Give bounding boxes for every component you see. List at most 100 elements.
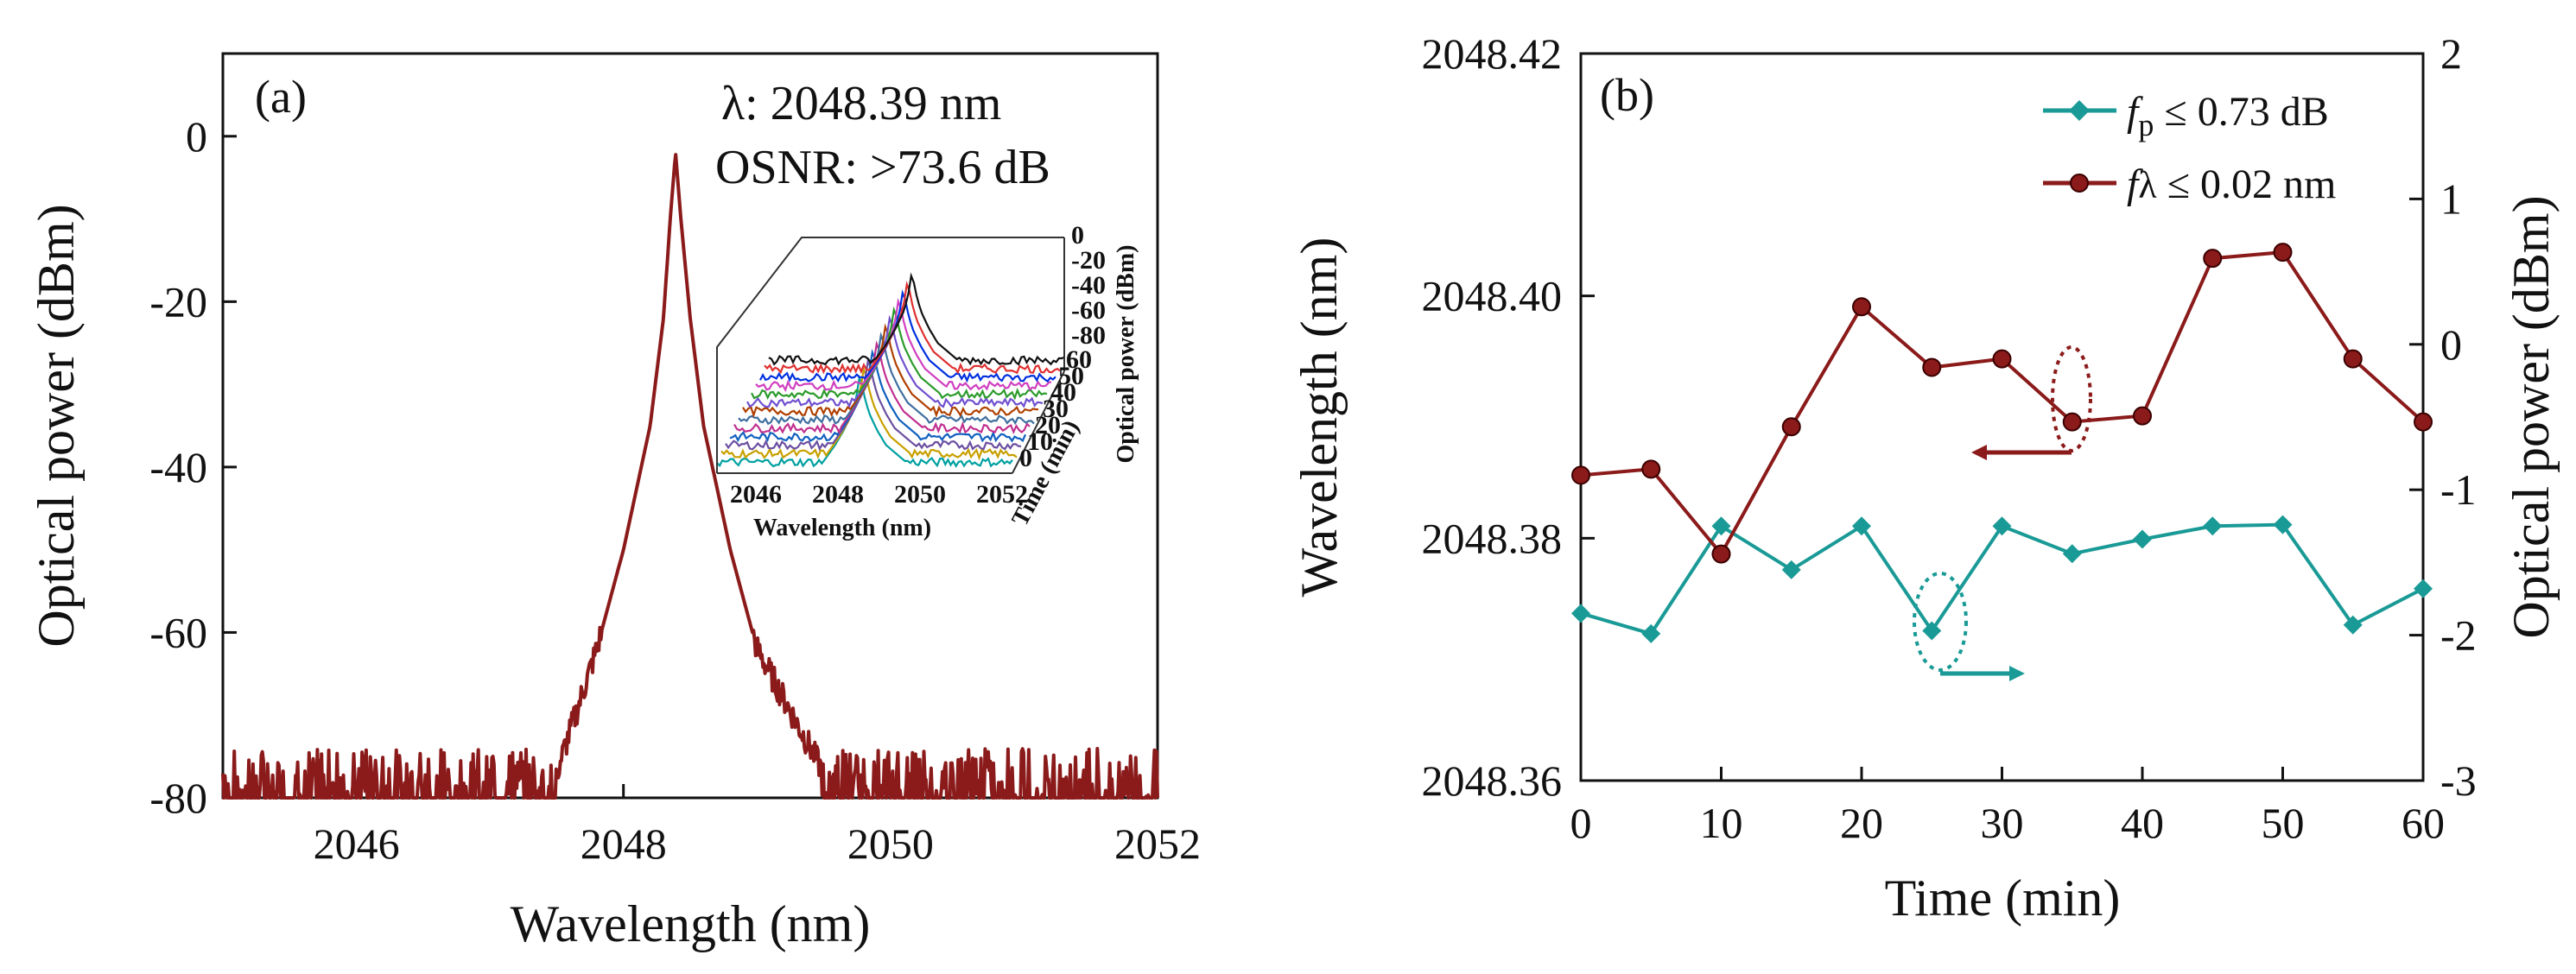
osnr-annotation: OSNR: >73.6 dB [715,141,1050,194]
panel-b-xtick-label: 10 [1700,799,1743,847]
inset-time-tick-label: 50 [1058,362,1084,390]
power-point [1781,560,1801,579]
panel-b-ytick-label-right: 0 [2440,320,2462,369]
inset-tick-labels: 2046 2048 2050 20520-20-40-60-8001020304050… [730,221,1106,509]
inset-time-tick-label: 0 [1019,444,1032,472]
panel-b-ytick-label-left: 2048.38 [1422,514,1563,562]
wavelength-arrowhead [1971,445,1987,460]
panel-b-ytick-label-left: 2048.36 [1422,756,1563,805]
inset-time-axis [1012,370,1065,474]
panel-a-xlabel: Wavelength (nm) [511,895,871,952]
power-arrowhead [2009,666,2025,681]
legend-item-power: fp ≤ 0.73 dB [2043,89,2329,142]
inset-trace [759,289,1056,383]
inset-ztick-label: -60 [1071,296,1106,325]
legend-power-subscript: p [2138,108,2154,142]
legend-power-text: ≤ 0.73 dB [2154,89,2328,135]
legend-wavelength-label: fλ ≤ 0.02 nm [2127,161,2336,207]
inset-xtick-label: 2052 [976,480,1028,509]
panel-a-label: (a) [255,71,307,123]
panel-a-xtick-label: 2052 [1114,819,1201,868]
power-point [1992,516,2012,536]
wavelength-series-line [1580,250,2425,558]
panel-a-ytick-label: -20 [149,277,207,326]
inset-trace [746,314,1044,408]
inset-trace [720,365,1018,461]
power-point [1571,604,1590,623]
panel-a-frame [221,52,1159,800]
wavelength-point [2203,249,2223,269]
inset-time-tick-label: 30 [1043,395,1069,423]
power-point [2062,544,2082,564]
power-point [2414,579,2433,598]
inset-trace [738,332,1035,426]
inset-ztick-label: -40 [1071,271,1106,300]
wavelength-point [2343,349,2363,369]
panel-a-xtick-label: 2048 [581,819,667,868]
inset-trace [755,297,1052,393]
panel-a-ylabel: Optical power (dBm) [28,204,85,647]
legend-wavelength-marker [2070,174,2089,193]
power-point [2203,516,2223,536]
panel-b-xtick-label: 60 [2402,799,2445,847]
wavelength-point [1781,417,1801,437]
power-point [1641,623,1661,643]
power-point [1852,516,1871,536]
inset-ztick-label: -80 [1071,321,1106,350]
inset-trace [725,357,1022,452]
panel-b-xtick-label: 0 [1570,799,1592,847]
panel-b-ytick-label-right: 1 [2440,174,2462,223]
power-point [1922,621,1942,641]
panel-b-ticks: 0 10 20 30 40 50 602048.362048.382048.402048.4… [1422,29,2477,847]
wavelength-point [1922,357,1942,377]
power-point [2343,615,2363,635]
power-point [1711,516,1731,536]
wavelength-point [2062,412,2082,432]
legend-power-marker [2069,100,2090,121]
panel-b-xtick-label: 20 [1840,799,1883,847]
panel-b-ytick-label-left: 2048.40 [1422,272,1563,320]
inset-trace [768,272,1065,366]
wavelength-point [1992,349,2012,369]
panel-a-ytick-label: -40 [149,443,207,491]
legend-power-label: fp ≤ 0.73 dB [2127,89,2329,142]
panel-a-ytick-label: -60 [149,608,207,656]
inset-traces [716,272,1065,468]
power-point [2133,529,2152,549]
wavelength-point [1571,465,1590,485]
inset-time-tick-label: 10 [1027,427,1053,456]
panel-b-xtick-label: 50 [2262,799,2305,847]
power-ellipse [1913,572,1968,672]
panel-b-xlabel: Time (min) [1885,870,2121,927]
panel-b-ytick-label-right: 2 [2440,29,2462,78]
panel-b-ytick-label-right: -2 [2440,611,2477,660]
panel-b-xtick-label: 30 [1981,799,2024,847]
wavelength-point [1711,544,1731,564]
inset-ztick-label: 0 [1071,221,1084,250]
wavelength-point [2133,406,2152,426]
panel-b-xtick-label: 40 [2121,799,2164,847]
inset-trace [716,374,1013,468]
inset-xtick-label: 2046 [730,480,782,509]
inset-time-tick-label: 40 [1050,378,1076,407]
panel-b-series [1571,243,2433,643]
inset-xtick-label: 2050 [894,480,946,509]
spectrum-line [221,153,1159,800]
panel-a-xtick-label: 2046 [314,819,400,868]
wavelength-point [2414,412,2433,432]
power-point [2273,515,2293,534]
legend-item-wavelength: fλ ≤ 0.02 nm [2043,161,2336,207]
inset-xtick-label: 2048 [812,480,864,509]
legend-wavelength-text: ≤ 0.02 nm [2157,161,2337,207]
panel-b-label: (b) [1600,69,1654,121]
inset-time-tick-label: 20 [1035,411,1061,440]
inset-trace [729,348,1027,443]
power-series-line [1580,522,2424,636]
inset-trace [751,306,1048,401]
inset-trace [742,323,1039,419]
inset-time-tick-label: 60 [1066,345,1092,374]
inset-xlabel: Wavelength (nm) [753,515,931,541]
